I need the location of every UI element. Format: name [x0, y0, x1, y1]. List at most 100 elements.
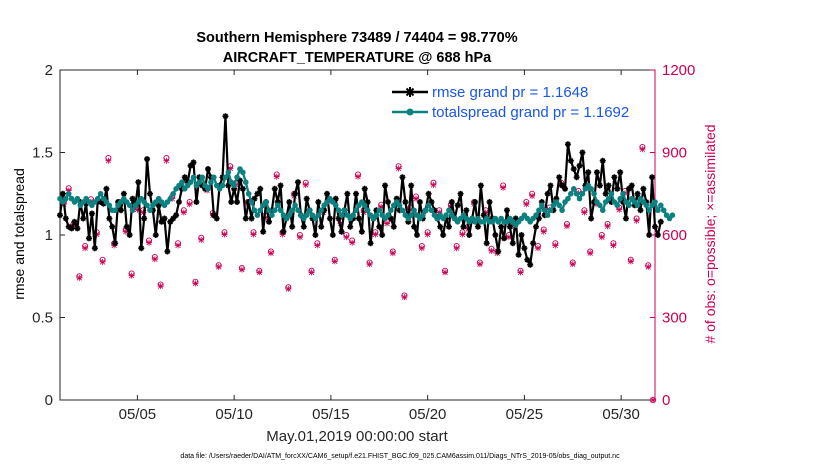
spread-point — [626, 202, 632, 209]
spread-point — [251, 207, 258, 214]
plot-area: 05/05 05/10 05/15 05/20 05/25 05/30 0 0.5 1 1.5 2 0… — [32, 62, 695, 423]
rmse-point — [602, 190, 609, 197]
rmse-point — [254, 190, 261, 197]
spread-point — [565, 195, 571, 202]
rmse-point — [335, 215, 342, 222]
spread-point — [579, 190, 586, 197]
obs-assimilated-point — [331, 258, 338, 265]
spread-point — [634, 202, 641, 209]
spread-point — [376, 207, 383, 214]
obs-assimilated-point — [151, 256, 158, 263]
spread-point — [597, 202, 603, 209]
rmse-point — [463, 207, 470, 214]
spread-point — [341, 207, 348, 214]
rmse-point — [518, 232, 525, 238]
spread-point — [385, 212, 391, 218]
rmse-point — [620, 199, 627, 205]
spread-point — [248, 199, 255, 205]
spread-point — [655, 207, 661, 214]
obs-assimilated-point — [563, 223, 570, 230]
rmse-point — [338, 228, 345, 235]
y-axis-label-right: # of obs: o=possible; ×=assimilated — [702, 124, 718, 343]
spread-point — [97, 190, 104, 197]
spread-point — [144, 202, 150, 209]
spread-point — [231, 182, 237, 189]
rmse-point — [512, 215, 519, 222]
rmse-point — [373, 207, 380, 214]
obs-assimilated-point — [349, 239, 356, 246]
rmse-point — [251, 195, 258, 202]
rmse-point — [170, 215, 177, 222]
rmse-point — [585, 169, 592, 176]
obs-assimilated-point — [198, 236, 205, 243]
rmse-point — [591, 199, 598, 205]
obs-assimilated-point — [221, 231, 228, 238]
legend-marker-spread — [406, 108, 414, 116]
rmse-point — [631, 202, 638, 209]
spread-point — [559, 207, 565, 214]
spread-point — [576, 195, 583, 202]
spread-point — [573, 190, 580, 197]
rmse-point — [57, 212, 63, 219]
spread-point — [242, 179, 249, 185]
spread-point — [196, 179, 203, 185]
obs-assimilated-point — [227, 165, 234, 172]
rmse-point — [408, 182, 415, 189]
rmse-point — [533, 223, 539, 230]
spread-point — [335, 207, 342, 214]
footer-data-file: data file: /Users/raeder/DAI/ATM_forcXX/… — [180, 453, 620, 460]
rmse-point — [576, 162, 583, 169]
rmse-point — [579, 149, 586, 156]
obs-assimilated-point — [552, 242, 559, 249]
rmse-point — [460, 223, 467, 230]
rmse-point — [466, 232, 473, 238]
spread-point — [199, 174, 206, 181]
rmse-point — [312, 232, 319, 238]
spread-point — [332, 202, 339, 209]
rmse-point — [562, 185, 569, 192]
spread-point — [274, 202, 281, 209]
obs-assimilated-point — [378, 203, 385, 210]
rmse-point — [402, 199, 409, 205]
spread-point — [234, 174, 240, 181]
obs-assimilated-point — [616, 206, 623, 213]
rmse-point — [509, 240, 516, 247]
rmse-point — [187, 162, 194, 169]
rmse-point — [112, 240, 119, 247]
spread-point — [411, 207, 417, 214]
rmse-point — [62, 215, 69, 222]
obs-assimilated-point — [604, 223, 611, 230]
spread-point — [388, 207, 394, 214]
rmse-point — [289, 223, 296, 230]
spread-point — [266, 207, 272, 214]
rmse-point — [80, 215, 87, 222]
obs-assimilated-point — [238, 266, 245, 273]
obs-assimilated-point — [296, 234, 303, 241]
spread-point — [617, 195, 623, 202]
obs-assimilated-point — [366, 261, 373, 268]
rmse-point — [440, 232, 447, 238]
rmse-point — [376, 223, 383, 230]
spread-point — [295, 207, 301, 214]
rmse-point — [167, 218, 174, 225]
rmse-point — [538, 199, 545, 205]
rmse-point — [628, 182, 635, 189]
legend-marker-rmse — [405, 87, 415, 97]
spread-point — [225, 169, 232, 176]
obs-assimilated-point — [389, 250, 396, 257]
spread-point — [129, 207, 136, 214]
x-tick-label: 05/15 — [312, 406, 350, 423]
rmse-point — [503, 207, 510, 214]
rmse-point — [129, 195, 136, 202]
spread-point — [338, 212, 345, 218]
spread-point — [646, 207, 652, 214]
rmse-point — [643, 199, 650, 205]
rmse-point — [205, 166, 212, 172]
rmse-point — [141, 215, 148, 222]
spread-point — [396, 202, 403, 209]
spread-point — [544, 212, 551, 218]
rmse-point — [74, 225, 81, 232]
rmse-point — [384, 199, 391, 205]
rmse-point — [614, 185, 621, 192]
spread-point — [167, 195, 174, 202]
